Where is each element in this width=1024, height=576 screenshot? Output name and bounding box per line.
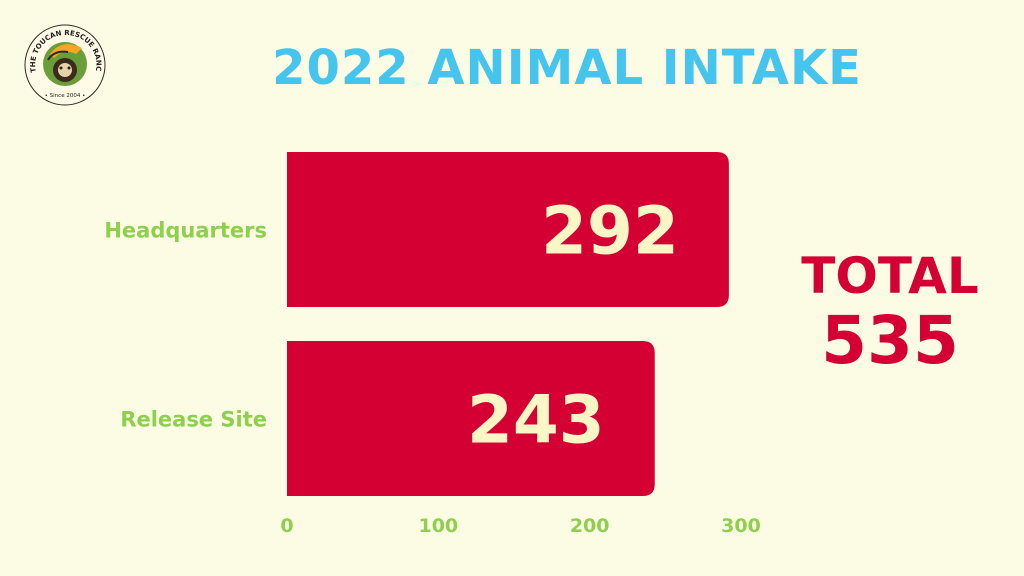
category-label-0: Headquarters (104, 219, 267, 243)
data-label-1: 243 (467, 382, 605, 459)
x-tick-label-2: 200 (570, 515, 610, 537)
bar-0 (287, 152, 729, 307)
total-label: TOTAL (801, 247, 979, 305)
x-tick-label-1: 100 (418, 515, 458, 537)
logo-since-text: • Since 2004 • (45, 93, 86, 99)
toucan-rescue-ranch-logo: THE TOUCAN RESCUE RANCH • Since 2004 • (24, 24, 106, 106)
data-label-0: 292 (541, 193, 679, 270)
x-tick-label-0: 0 (280, 515, 293, 537)
total-value: 535 (821, 302, 959, 379)
x-tick-label-3: 300 (721, 515, 761, 537)
total-summary: TOTAL 535 (780, 248, 1000, 378)
category-label-1: Release Site (120, 408, 267, 432)
bar-1 (287, 341, 655, 496)
chart-title: 2022 ANIMAL INTAKE (272, 40, 862, 96)
